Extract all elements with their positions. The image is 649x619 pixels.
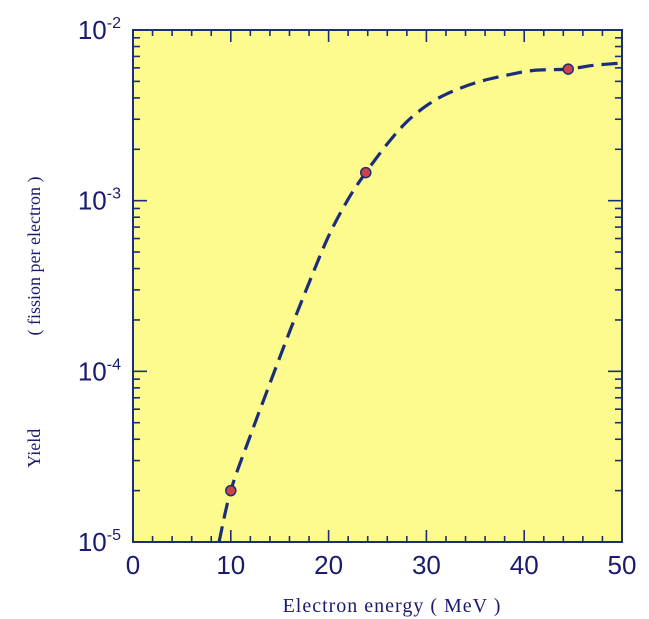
y-axis-title-paren: ( fission per electron ) <box>24 177 45 336</box>
data-point-marker <box>225 484 237 497</box>
y-tick-labels: 10-5 10-4 10-3 10-2 <box>78 15 121 557</box>
y-tick-label: 10-3 <box>78 186 121 216</box>
x-tick-label: 50 <box>608 550 637 580</box>
data-markers <box>225 63 574 497</box>
x-tick-label: 40 <box>510 550 539 580</box>
y-axis-title: Yield ( fission per electron ) <box>24 177 45 468</box>
y-tick-label: 10-5 <box>78 527 121 557</box>
x-tick-label: 10 <box>216 550 245 580</box>
y-axis-title-group: Yield ( fission per electron ) <box>24 177 45 468</box>
plot-background <box>133 30 622 542</box>
y-tick-label: 10-2 <box>78 15 121 45</box>
data-point-marker <box>562 63 574 75</box>
series-line-yield <box>217 61 623 543</box>
y-axis-title-main: Yield <box>24 429 44 468</box>
y-tick-label: 10-4 <box>78 356 121 386</box>
data-point-marker <box>360 166 372 179</box>
x-tick-label: 0 <box>126 550 140 580</box>
x-tick-label: 20 <box>314 550 343 580</box>
x-tick-label: 30 <box>412 550 441 580</box>
x-axis-title: Electron energy ( MeV ) <box>283 595 502 617</box>
x-tick-labels: 0 10 20 30 40 50 <box>126 550 637 580</box>
plot-frame <box>132 29 623 543</box>
